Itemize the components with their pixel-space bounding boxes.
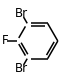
Text: Br: Br: [15, 62, 28, 75]
Text: F: F: [2, 35, 8, 47]
Text: Br: Br: [15, 7, 28, 20]
